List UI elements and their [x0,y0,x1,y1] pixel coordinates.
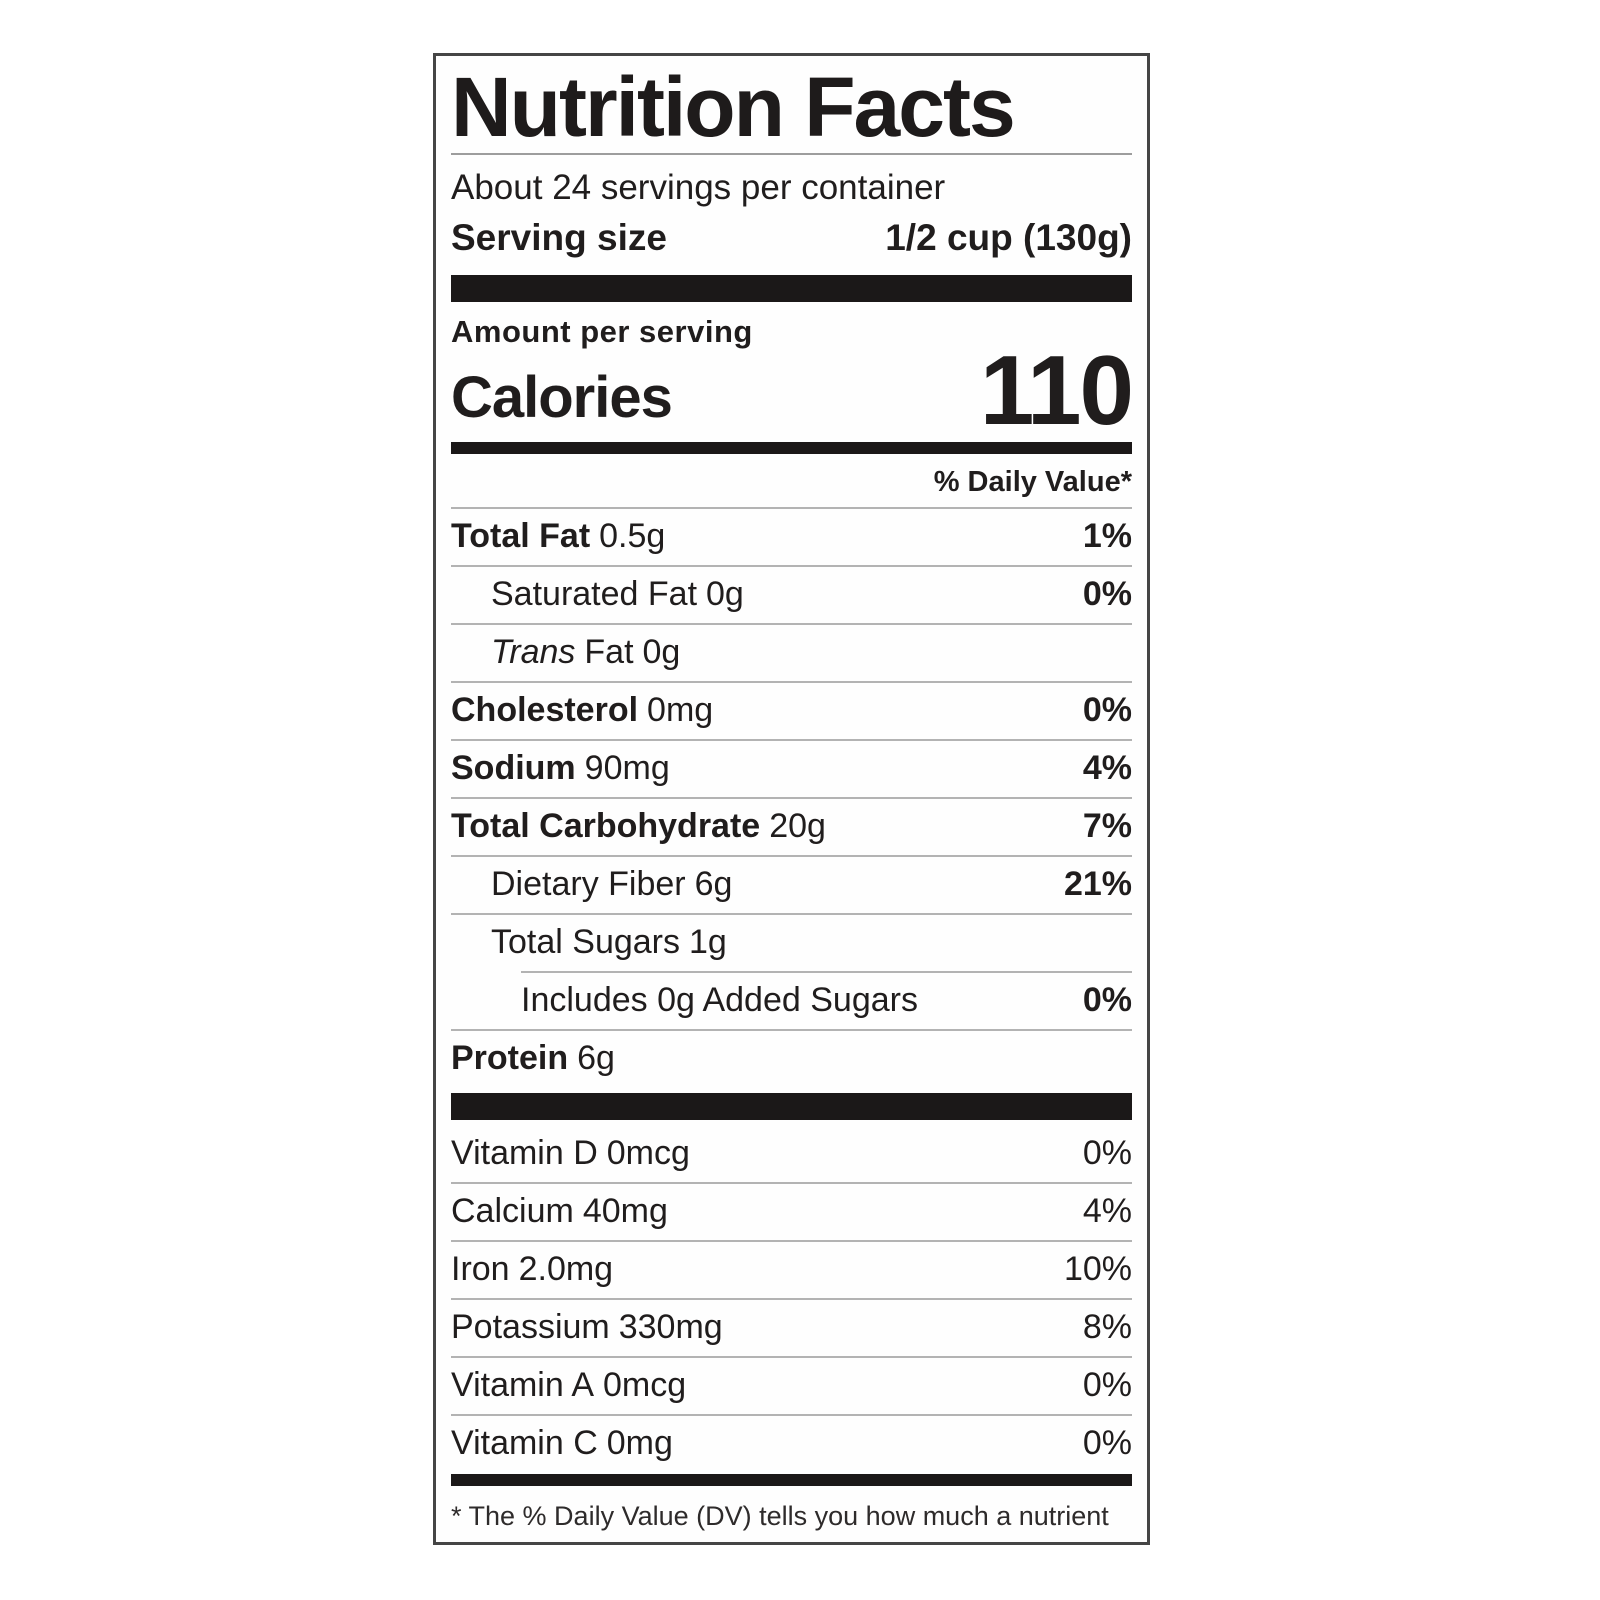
label-title: Nutrition Facts [451,60,1016,154]
nutrient-name: Includes 0g Added Sugars [521,981,918,1020]
nutrient-amount: 40mg [582,1192,668,1231]
nutrient-left: Total Fat 0.5g [451,517,665,556]
nutrient-amount: 2.0mg [518,1250,614,1289]
nutrient-amount: 0mg [647,691,714,730]
nutrient-amount: 0mcg [603,1366,687,1405]
nutrient-name: Protein [451,1039,569,1078]
nutrient-left: Vitamin A 0mcg [451,1366,686,1405]
nutrient-name: Saturated Fat [491,575,698,614]
nutrient-dv: 0% [1082,575,1132,614]
servings-per-container: About 24 servings per container [451,168,946,208]
nutrient-amount: 20g [769,807,826,846]
nutrient-row-total-carbohydrate: Total Carbohydrate 20g 7% [451,797,1132,855]
amount-per-serving-label: Amount per serving [451,313,753,349]
nutrient-name: Total Fat [451,517,591,556]
divider-medium-calories [451,442,1132,455]
divider-thick-top [451,274,1132,302]
nutrient-amount: 6g [694,865,733,904]
nutrient-dv: 0% [1082,1366,1132,1405]
serving-size-value: 1/2 cup (130g) [885,216,1132,258]
calories-label: Calories [451,365,673,431]
nutrient-left: Includes 0g Added Sugars [521,981,918,1020]
nutrient-left: Total Sugars 1g [451,923,727,962]
nutrient-dv: 8% [1082,1308,1132,1347]
nutrient-row-protein: Protein 6g [451,1029,1132,1087]
nutrient-dv: 4% [1082,1192,1132,1231]
nutrition-facts-label: Nutrition Facts About 24 servings per co… [433,53,1150,1545]
nutrient-row-added-sugars: Includes 0g Added Sugars 0% [521,971,1132,1029]
nutrient-name: Potassium [451,1308,610,1347]
serving-size-row: Serving size 1/2 cup (130g) [451,211,1132,269]
nutrient-amount: 0g [642,633,681,672]
nutrient-dv: 0% [1082,1134,1132,1173]
nutrient-amount: 6g [577,1039,615,1078]
micronutrient-row-calcium: Calcium 40mg 4% [451,1182,1132,1240]
micronutrient-row-vitamin-d: Vitamin D 0mcg 0% [451,1120,1132,1182]
nutrient-left: Iron 2.0mg [451,1250,613,1289]
nutrient-amount: 90mg [584,749,670,788]
nutrient-amount: 0g [706,575,744,614]
nutrient-left: Total Carbohydrate 20g [451,807,826,846]
nutrient-amount: 0.5g [599,517,666,556]
divider-thick-bottom [451,1093,1132,1121]
nutrient-left: Potassium 330mg [451,1308,723,1347]
calories-value: 110 [979,334,1134,445]
nutrient-name: Total Sugars [491,923,680,962]
nutrient-row-total-sugars: Total Sugars 1g [451,913,1132,971]
nutrient-row-total-fat: Total Fat 0.5g 1% [451,507,1132,565]
nutrient-dv: 7% [1082,807,1132,846]
nutrient-dv: 21% [1063,865,1132,904]
nutrient-dv: 0% [1082,1424,1132,1463]
nutrient-left: Sodium 90mg [451,749,670,788]
nutrient-name: Vitamin A [451,1366,595,1405]
nutrient-name: Calcium [451,1192,574,1231]
nutrient-left: Protein 6g [451,1039,615,1078]
daily-value-header: % Daily Value* [933,466,1132,499]
nutrient-amount: 0mg [606,1424,673,1463]
nutrient-name-italic: Trans [491,633,576,672]
nutrient-left: Trans Fat 0g [451,633,680,672]
nutrient-dv: 10% [1063,1250,1132,1289]
micronutrient-row-iron: Iron 2.0mg 10% [451,1240,1132,1298]
nutrient-row-dietary-fiber: Dietary Fiber 6g 21% [451,855,1132,913]
nutrient-left: Dietary Fiber 6g [451,865,732,904]
title-divider [451,153,1132,156]
nutrient-name: Total Carbohydrate [451,807,761,846]
serving-size-label: Serving size [451,216,667,258]
nutrient-amount: 1g [689,923,727,962]
nutrient-left: Cholesterol 0mg [451,691,713,730]
nutrient-dv: 0% [1082,691,1132,730]
nutrient-row-saturated-fat: Saturated Fat 0g 0% [451,565,1132,623]
nutrient-amount: 330mg [618,1308,723,1347]
nutrient-left: Calcium 40mg [451,1192,668,1231]
nutrient-row-cholesterol: Cholesterol 0mg 0% [451,681,1132,739]
nutrient-left: Vitamin C 0mg [451,1424,673,1463]
nutrient-name: Iron [451,1250,510,1289]
micronutrient-row-vitamin-a: Vitamin A 0mcg 0% [451,1356,1132,1414]
nutrient-name: Dietary Fiber [491,865,686,904]
daily-value-footnote: * The % Daily Value (DV) tells you how m… [451,1501,1109,1542]
nutrient-dv: 1% [1082,517,1132,556]
calories-row: Calories 110 [451,334,1134,445]
micronutrient-row-vitamin-c: Vitamin C 0mg 0% [451,1414,1132,1472]
nutrient-row-trans-fat: Trans Fat 0g [451,623,1132,681]
nutrient-dv: 0% [1082,981,1132,1020]
divider-medium-footnote [451,1474,1132,1487]
micronutrient-row-potassium: Potassium 330mg 8% [451,1298,1132,1356]
nutrient-row-sodium: Sodium 90mg 4% [451,739,1132,797]
nutrient-name: Vitamin C [451,1424,598,1463]
nutrient-name: Fat [584,633,634,672]
nutrient-left: Vitamin D 0mcg [451,1134,690,1173]
nutrient-name: Cholesterol [451,691,639,730]
nutrient-name: Vitamin D [451,1134,598,1173]
nutrient-left: Saturated Fat 0g [451,575,744,614]
nutrient-amount: 0mcg [606,1134,690,1173]
nutrient-name: Sodium [451,749,576,788]
nutrient-dv: 4% [1082,749,1132,788]
